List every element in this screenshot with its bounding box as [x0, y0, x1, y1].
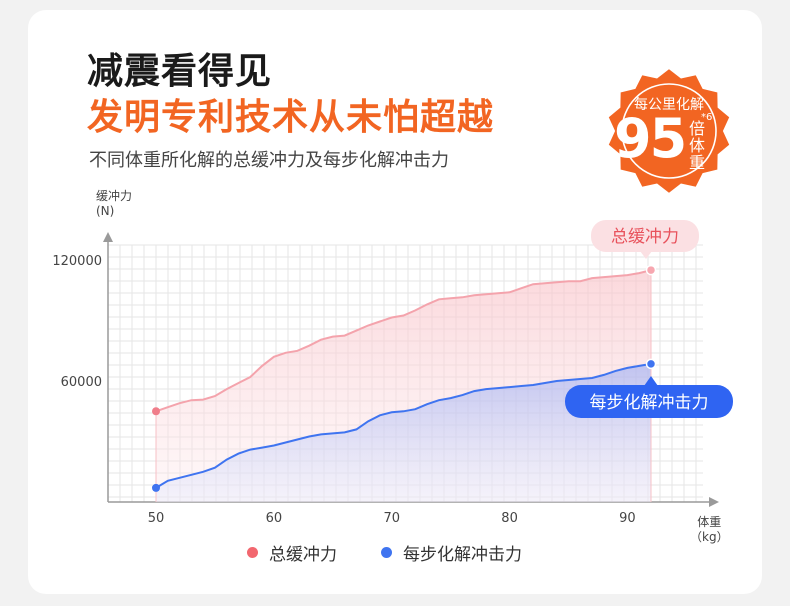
callout-step-label: 每步化解冲击力	[590, 393, 709, 413]
data-point-step	[152, 483, 160, 492]
y-tick-label: 120000	[52, 254, 102, 269]
x-axis-arrow	[709, 497, 719, 507]
callout-total-pointer	[640, 251, 652, 259]
legend-item-step: 每步化解冲击力	[381, 540, 522, 565]
callout-step-pointer	[644, 376, 658, 386]
headline-title: 减震看得见	[87, 51, 273, 92]
y-tick-label: 60000	[61, 375, 102, 390]
x-tick-label: 50	[148, 511, 165, 526]
badge-footnote: *6	[701, 112, 713, 123]
y-axis-title: 缓冲力	[96, 189, 133, 203]
callout-total-label: 总缓冲力	[611, 227, 679, 247]
callout-total-bg	[591, 220, 699, 252]
legend-label: 总缓冲力	[269, 545, 337, 565]
badge-number: 95	[614, 107, 687, 170]
badge-unit-char: 体	[688, 136, 705, 155]
badge-starburst-shape	[606, 66, 732, 196]
y-axis-unit: (N)	[96, 204, 115, 218]
y-axis-label: 缓冲力 (N)	[96, 189, 132, 219]
legend-label: 每步化解冲击力	[403, 545, 522, 565]
callout-step-bg	[565, 385, 733, 418]
x-axis-unit: （kg）	[690, 530, 729, 544]
chart-description: 不同体重所化解的总缓冲力及每步化解冲击力	[89, 150, 449, 171]
badge-unit-char: 重	[688, 153, 705, 172]
data-point-total	[152, 407, 160, 416]
series-area-step	[156, 363, 651, 502]
badge-unit-text: 倍 体 重	[688, 120, 706, 171]
legend-item-total: 总缓冲力	[247, 540, 337, 565]
x-tick-label: 80	[501, 511, 518, 526]
data-point-total	[645, 264, 657, 276]
series-line-step	[155, 362, 652, 489]
x-tick-label: 70	[383, 511, 400, 526]
legend-swatch-blue	[381, 547, 392, 558]
series-line-total	[155, 269, 652, 413]
y-axis-arrow	[103, 232, 113, 242]
badge-caption: 每公里化解	[634, 97, 704, 113]
x-tick-label: 60	[266, 511, 283, 526]
headline-subtitle-orange: 发明专利技术从未怕超越	[87, 97, 495, 138]
x-axis-label: 体重 （kg）	[690, 515, 729, 545]
legend-swatch-pink	[247, 547, 258, 558]
x-tick-label: 90	[619, 511, 636, 526]
data-point-step	[645, 358, 657, 370]
badge-unit-char: 倍	[688, 119, 705, 138]
stat-badge: 每公里化解 95 倍 体 重 *6	[604, 66, 734, 196]
x-axis-title: 体重	[697, 515, 722, 529]
